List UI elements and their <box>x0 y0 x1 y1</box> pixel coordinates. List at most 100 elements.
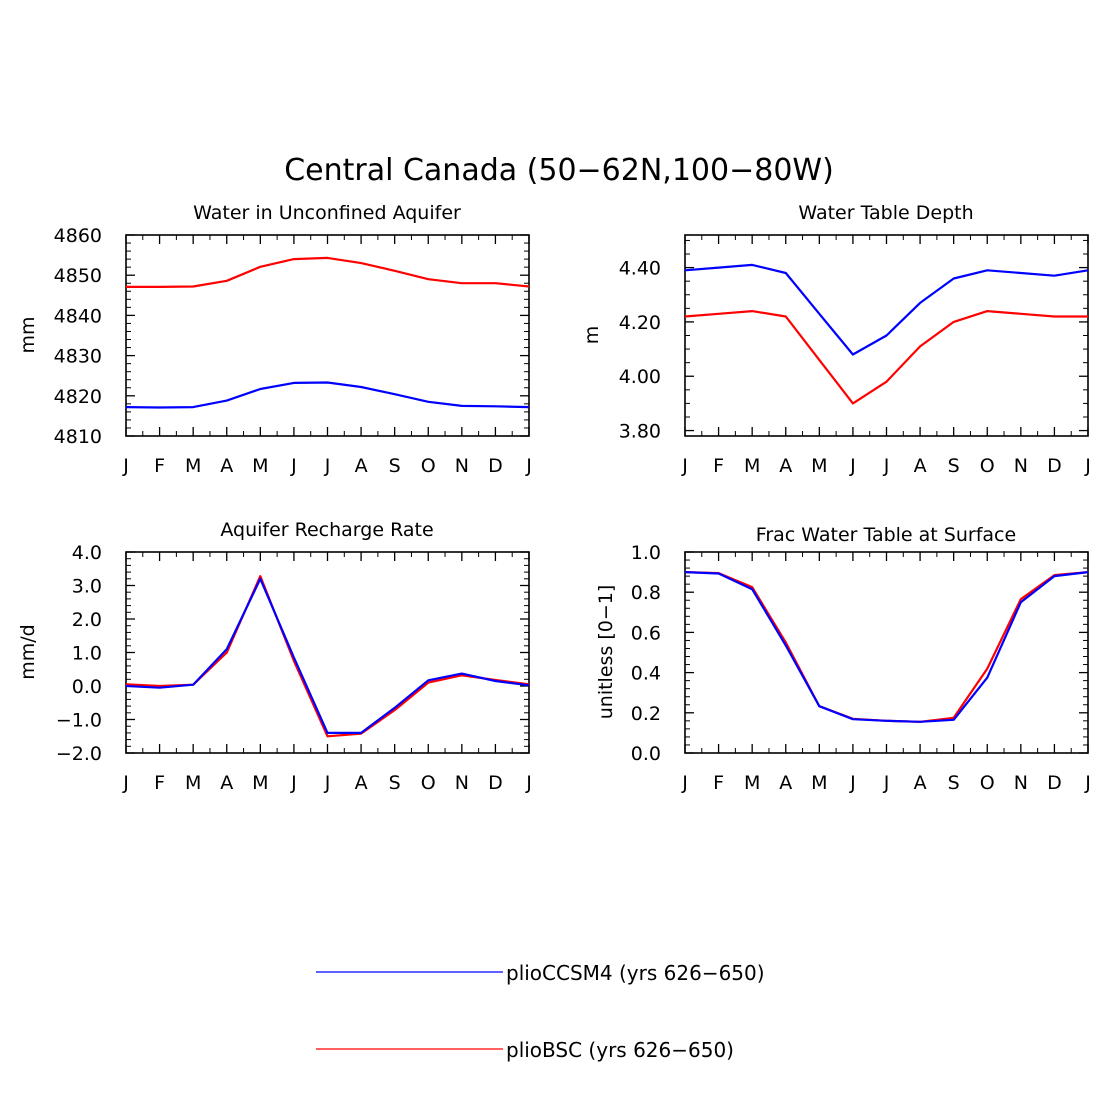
x-tick-label-frac: F <box>713 772 724 794</box>
y-tick-label-depth: 4.40 <box>619 258 661 280</box>
x-tick-label-aquifer: A <box>355 455 368 477</box>
y-tick-label-frac: 0.2 <box>631 703 661 725</box>
y-tick-label-frac: 0.8 <box>631 582 661 604</box>
x-tick-label-depth: O <box>980 455 995 477</box>
x-tick-label-aquifer: M <box>252 455 268 477</box>
x-tick-label-recharge: J <box>324 772 331 794</box>
x-tick-label-frac: S <box>948 772 960 794</box>
x-tick-label-aquifer: O <box>421 455 436 477</box>
x-tick-label-depth: J <box>883 455 890 477</box>
y-tick-label-recharge: 2.0 <box>72 609 102 631</box>
x-tick-label-depth: A <box>779 455 792 477</box>
x-tick-label-frac: A <box>779 772 792 794</box>
x-tick-label-frac: N <box>1014 772 1028 794</box>
y-tick-label-frac: 0.6 <box>631 622 661 644</box>
x-tick-label-frac: M <box>811 772 827 794</box>
x-tick-label-recharge: J <box>122 772 129 794</box>
y-tick-label-frac: 1.0 <box>631 542 661 564</box>
x-tick-label-recharge: O <box>421 772 436 794</box>
x-tick-label-aquifer: J <box>525 455 532 477</box>
plot-recharge: J F M A M J J A S O N D J−2.0−1.00.01.02.03.04.0 <box>56 542 532 794</box>
x-tick-label-frac: J <box>1084 772 1091 794</box>
y-tick-label-frac: 0.4 <box>631 663 661 685</box>
y-tick-label-frac: 0.0 <box>631 743 661 765</box>
series-line-pliobsc-depth <box>684 310 1088 405</box>
x-tick-label-recharge: J <box>290 772 297 794</box>
y-tick-label-depth: 3.80 <box>619 421 661 443</box>
y-tick-label-aquifer: 4840 <box>54 305 102 327</box>
x-tick-label-depth: N <box>1014 455 1028 477</box>
y-tick-label-depth: 4.20 <box>619 312 661 334</box>
y-tick-label-recharge: 1.0 <box>72 643 102 665</box>
x-tick-label-aquifer: A <box>220 455 233 477</box>
x-tick-label-depth: J <box>849 455 856 477</box>
x-tick-label-recharge: S <box>389 772 401 794</box>
panel-title-frac: Frac Water Table at Surface <box>756 524 1016 546</box>
x-tick-label-frac: J <box>681 772 688 794</box>
y-tick-label-aquifer: 4850 <box>54 265 102 287</box>
x-tick-label-recharge: M <box>252 772 268 794</box>
x-tick-label-recharge: A <box>355 772 368 794</box>
x-tick-label-frac: J <box>883 772 890 794</box>
panel-title-aquifer: Water in Unconfined Aquifer <box>193 202 461 224</box>
series-line-pliobsc-aquifer <box>126 256 530 288</box>
plot-depth: J F M A M J J A S O N D J3.804.004.204.40 <box>619 234 1091 477</box>
x-tick-label-aquifer: J <box>122 455 129 477</box>
legend-label-pliocesm4: plioCCSM4 (yrs 626−650) <box>506 961 765 985</box>
series-line-pliocesm4-recharge <box>125 577 530 735</box>
panel-title-recharge: Aquifer Recharge Rate <box>220 519 433 541</box>
x-tick-label-depth: F <box>713 455 724 477</box>
x-tick-label-recharge: D <box>488 772 503 794</box>
x-tick-label-depth: S <box>948 455 960 477</box>
x-tick-label-recharge: F <box>154 772 165 794</box>
y-tick-label-aquifer: 4830 <box>54 346 102 368</box>
x-tick-label-recharge: J <box>525 772 532 794</box>
ylabel-depth: m <box>581 326 603 345</box>
x-tick-label-depth: A <box>914 455 927 477</box>
ylabel-recharge: mm/d <box>17 624 39 679</box>
legend: plioCCSM4 (yrs 626−650) plioBSC (yrs 626… <box>316 961 765 1062</box>
y-tick-label-recharge: 0.0 <box>72 676 102 698</box>
x-tick-label-depth: D <box>1047 455 1062 477</box>
series-line-pliocesm4-aquifer <box>125 381 530 409</box>
x-tick-label-aquifer: S <box>389 455 401 477</box>
legend-label-pliobsc: plioBSC (yrs 626−650) <box>506 1038 734 1062</box>
x-tick-label-frac: J <box>849 772 856 794</box>
x-tick-label-aquifer: J <box>324 455 331 477</box>
x-tick-label-depth: J <box>1084 455 1091 477</box>
y-tick-label-aquifer: 4810 <box>54 426 102 448</box>
y-tick-label-recharge: 3.0 <box>72 576 102 598</box>
figure-title: Central Canada (50−62N,100−80W) <box>284 153 834 188</box>
panel-depth: Water Table Depth m J F M A M J J A S O N D J3.804.0… <box>581 202 1091 477</box>
x-tick-label-depth: M <box>744 455 760 477</box>
x-tick-label-depth: J <box>681 455 688 477</box>
x-tick-label-recharge: M <box>185 772 201 794</box>
panel-title-depth: Water Table Depth <box>798 202 973 224</box>
y-tick-label-recharge: −1.0 <box>56 710 102 732</box>
x-tick-label-aquifer: J <box>290 455 297 477</box>
x-tick-label-aquifer: M <box>185 455 201 477</box>
x-tick-label-frac: A <box>914 772 927 794</box>
x-tick-label-frac: D <box>1047 772 1062 794</box>
y-tick-label-recharge: −2.0 <box>56 743 102 765</box>
x-tick-label-aquifer: N <box>455 455 469 477</box>
ylabel-aquifer: mm <box>17 316 39 353</box>
y-tick-label-depth: 4.00 <box>619 366 661 388</box>
x-tick-label-frac: M <box>744 772 760 794</box>
x-tick-label-recharge: A <box>220 772 233 794</box>
x-tick-label-frac: O <box>980 772 995 794</box>
ylabel-frac: unitless [0−1] <box>595 585 617 720</box>
x-tick-label-depth: M <box>811 455 827 477</box>
panel-frac: Frac Water Table at Surface unitless [0−… <box>595 524 1091 794</box>
series-line-pliocesm4-frac <box>684 571 1089 723</box>
series-line-pliocesm4-depth <box>684 263 1089 356</box>
y-tick-label-aquifer: 4860 <box>54 225 102 247</box>
x-tick-label-aquifer: D <box>488 455 503 477</box>
x-tick-label-aquifer: F <box>154 455 165 477</box>
y-tick-label-aquifer: 4820 <box>54 386 102 408</box>
x-tick-label-recharge: N <box>455 772 469 794</box>
